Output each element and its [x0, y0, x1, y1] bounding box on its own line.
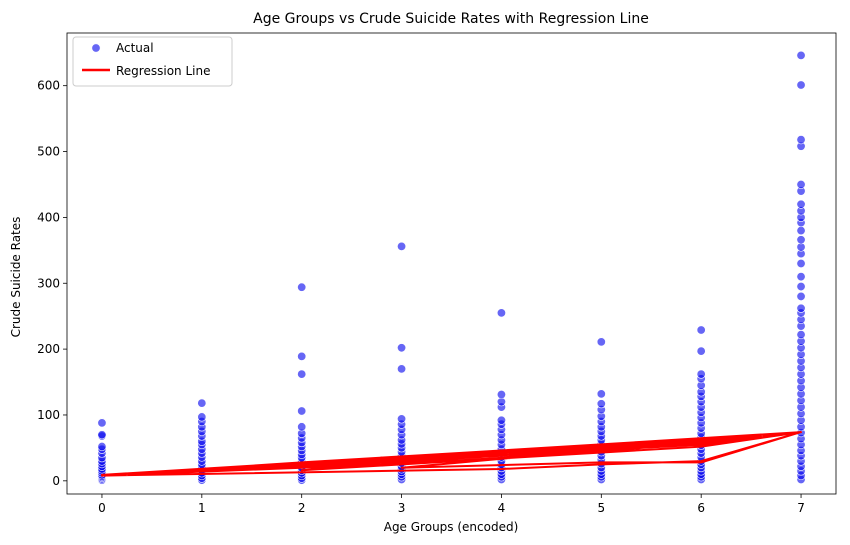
y-tick-label: 0 [52, 474, 60, 488]
data-point [696, 325, 706, 335]
x-tick-label: 7 [797, 501, 805, 515]
data-point [796, 303, 806, 313]
legend-box [72, 36, 233, 87]
data-point [696, 369, 706, 379]
x-axis-label: Age Groups (encoded) [384, 520, 519, 534]
y-tick-label: 500 [37, 145, 60, 159]
data-point [596, 337, 606, 347]
data-point [796, 135, 806, 145]
data-point [596, 399, 606, 409]
data-point [397, 414, 407, 424]
x-tick-label: 5 [597, 501, 605, 515]
x-tick-label: 4 [498, 501, 506, 515]
chart-title: Age Groups vs Crude Suicide Rates with R… [253, 11, 649, 27]
y-tick-label: 400 [37, 210, 60, 224]
data-point [796, 272, 806, 282]
x-tick-label: 2 [298, 501, 306, 515]
scatter-points [97, 50, 806, 485]
data-point [496, 308, 506, 318]
data-point [297, 369, 307, 379]
data-point [496, 390, 506, 400]
data-point [297, 422, 307, 432]
data-point [297, 282, 307, 292]
y-tick-label: 300 [37, 276, 60, 290]
data-point [796, 291, 806, 301]
data-point [796, 50, 806, 60]
x-tick-label: 0 [98, 501, 106, 515]
data-point [97, 442, 107, 452]
plot-area: 0 1 2 3 4 5 6 7 0 100 200 300 400 500 600 [37, 32, 837, 515]
data-point [397, 241, 407, 251]
legend-label-actual: Actual [116, 41, 154, 55]
y-tick-label: 200 [37, 342, 60, 356]
data-point [297, 351, 307, 361]
legend: Actual Regression Line [72, 36, 233, 87]
data-point [796, 330, 806, 340]
x-tick-label: 1 [198, 501, 206, 515]
data-point [796, 179, 806, 189]
regression-line [101, 431, 802, 477]
x-tick-label: 6 [697, 501, 705, 515]
legend-label-regression: Regression Line [116, 64, 210, 78]
data-point [197, 412, 207, 422]
data-point [397, 364, 407, 374]
plot-frame [66, 32, 837, 495]
data-point [796, 258, 806, 268]
data-point [796, 282, 806, 292]
legend-marker-actual [91, 43, 101, 53]
data-point [796, 80, 806, 90]
data-point [696, 346, 706, 356]
data-point [397, 343, 407, 353]
data-point [796, 226, 806, 236]
y-axis-label: Crude Suicide Rates [9, 217, 23, 338]
y-tick-label: 100 [37, 408, 60, 422]
data-point [97, 430, 107, 440]
data-point [796, 235, 806, 245]
data-point [496, 415, 506, 425]
y-tick-label: 600 [37, 79, 60, 93]
data-point [596, 389, 606, 399]
data-point [297, 406, 307, 416]
data-point [197, 398, 207, 408]
data-point [796, 199, 806, 209]
data-point [97, 418, 107, 428]
x-tick-label: 3 [398, 501, 406, 515]
